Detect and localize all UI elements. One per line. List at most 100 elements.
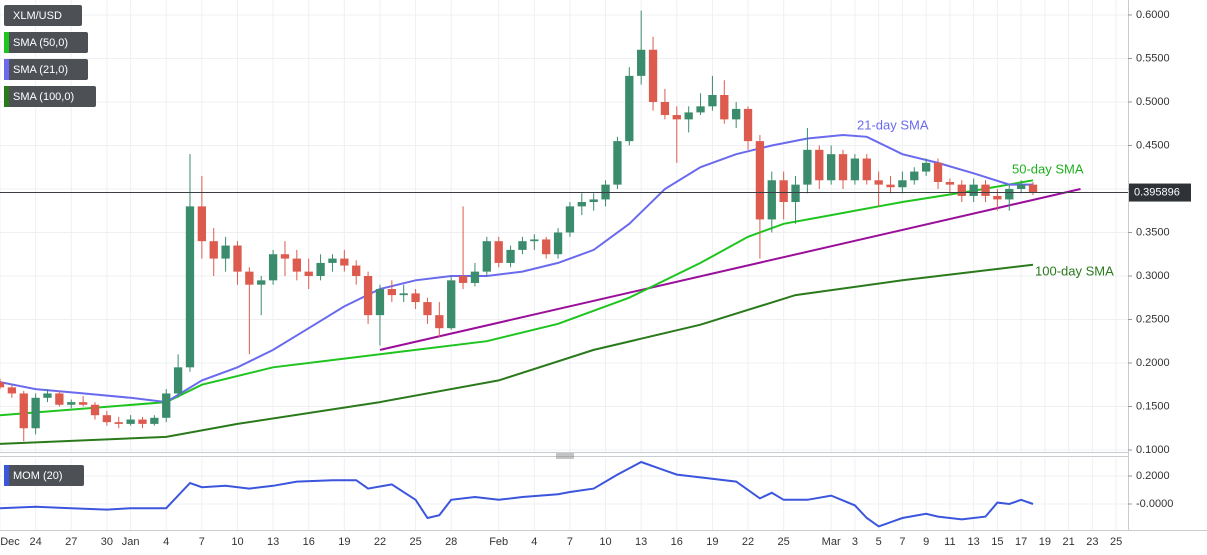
candle-body <box>755 141 765 220</box>
x-tick-label: 3 <box>852 536 858 548</box>
x-tick-label: 25 <box>1110 536 1122 548</box>
x-tick-label: 13 <box>968 536 980 548</box>
candle-body <box>31 397 40 429</box>
x-tick-label: 15 <box>991 536 1003 548</box>
annotation: 21-day SMA <box>857 117 929 132</box>
candle-body <box>482 241 491 272</box>
candle-body <box>827 154 836 181</box>
candle-body <box>815 149 824 181</box>
candle-body <box>898 180 907 188</box>
candle-body <box>102 415 112 423</box>
candle-body <box>375 289 385 316</box>
pane-handle[interactable] <box>556 453 574 459</box>
candle-body <box>577 202 586 207</box>
y-tick-label: 0.5500 <box>1136 52 1170 64</box>
candle-body <box>173 367 183 394</box>
candle-body <box>399 293 408 296</box>
candle-body <box>90 404 100 416</box>
last-price-box <box>1129 183 1191 202</box>
x-tick-label: Jan <box>122 536 140 548</box>
candle-body <box>352 265 361 276</box>
candle-body <box>767 180 776 220</box>
candle-body <box>530 239 539 242</box>
legend-box[interactable] <box>4 86 96 107</box>
candle-body <box>553 232 563 255</box>
x-tick-label: 19 <box>706 536 718 548</box>
y-tick-label: 0.2000 <box>1136 357 1170 369</box>
candle-body <box>1005 188 1014 200</box>
candle-body <box>779 180 788 203</box>
candle-body <box>720 95 729 120</box>
x-tick-label: 4 <box>531 536 537 548</box>
y-tick-label: 0.1000 <box>1136 444 1170 456</box>
candle-body <box>850 158 860 181</box>
candle-body <box>43 393 52 398</box>
candle-body <box>340 258 349 266</box>
y-tick-label: 0.2000 <box>1136 470 1170 482</box>
x-tick-label: 7 <box>567 536 573 548</box>
trendline <box>379 188 1081 351</box>
candle-body <box>55 393 64 405</box>
x-tick-label: 19 <box>338 536 350 548</box>
candle-body <box>435 315 444 329</box>
candle-body <box>387 289 396 296</box>
candle-body <box>791 184 800 203</box>
legend: XLM/USD SMA (50,0) SMA (21,0) SMA (100,0… <box>4 5 96 486</box>
x-tick-label: 22 <box>742 536 754 548</box>
candle-body <box>494 241 503 263</box>
candle-body <box>67 402 76 405</box>
candle-body <box>328 258 337 263</box>
y-tick-label: 0.4500 <box>1136 139 1170 151</box>
candle-body <box>292 258 301 272</box>
annotation: 100-day SMA <box>1035 263 1114 278</box>
legend-box[interactable] <box>4 59 88 80</box>
legend-box[interactable] <box>4 32 88 53</box>
candle-body <box>280 254 290 259</box>
x-tick-label: 24 <box>29 536 41 548</box>
candle-body <box>1028 184 1038 193</box>
x-tick-label: 16 <box>303 536 315 548</box>
legend-box[interactable] <box>4 465 84 486</box>
candle-body <box>423 302 432 316</box>
candle-body <box>150 417 159 424</box>
candle-body <box>981 184 990 196</box>
x-tick-label: 9 <box>923 536 929 548</box>
candle-body <box>316 262 325 276</box>
x-tick-label: 19 <box>1039 536 1051 548</box>
candle-body <box>304 271 313 276</box>
y-tick-label: 0.2500 <box>1136 313 1170 325</box>
candle-body <box>803 149 812 185</box>
candle-body <box>743 108 753 142</box>
candle-body <box>363 275 373 316</box>
candle-body <box>411 293 420 303</box>
candle-body <box>233 245 242 272</box>
x-tick-label: Dec <box>0 536 20 548</box>
x-tick-label: Feb <box>489 536 508 548</box>
candle-body <box>969 184 978 196</box>
last-price-label: 0.395896 <box>1134 186 1180 198</box>
candle-body <box>637 49 646 76</box>
y-tick-label: 0.3500 <box>1136 226 1170 238</box>
legend-label: MOM (20) <box>13 470 63 482</box>
legend-label: XLM/USD <box>13 10 62 22</box>
x-tick-label: 28 <box>445 536 457 548</box>
x-tick-label: 27 <box>65 536 77 548</box>
line-series <box>0 179 1034 417</box>
legend-swatch <box>4 86 9 107</box>
x-tick-label: 5 <box>876 536 882 548</box>
candle-body <box>542 239 551 255</box>
legend-swatch <box>4 59 9 80</box>
candle-body <box>185 206 195 368</box>
legend-box[interactable] <box>4 5 82 26</box>
candle-body <box>7 387 17 394</box>
candle-body <box>78 402 88 405</box>
x-tick-label: 25 <box>778 536 790 548</box>
marks <box>0 10 1081 528</box>
candle-body <box>19 393 28 429</box>
candle-body <box>268 254 278 281</box>
candle-body <box>162 393 171 418</box>
x-tick-label: Mar <box>822 536 841 548</box>
line-series <box>0 263 1034 445</box>
candle-body <box>470 271 480 283</box>
x-tick-label: 10 <box>231 536 243 548</box>
